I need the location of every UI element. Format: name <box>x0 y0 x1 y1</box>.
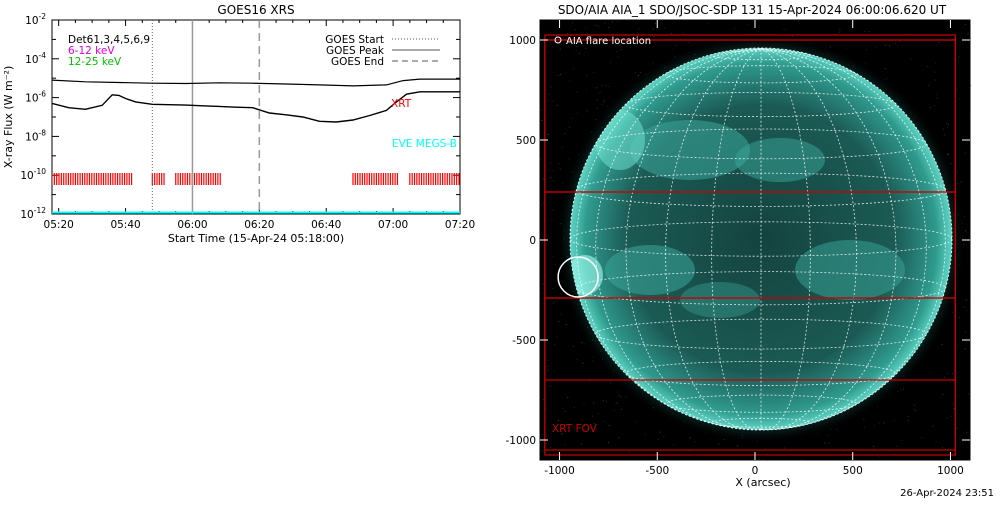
aia-legend-label: AIA flare location <box>566 36 651 47</box>
right-axis-ticks <box>540 20 970 460</box>
left-x-tick-label: 05:20 <box>44 219 74 231</box>
active-regions <box>570 110 905 318</box>
left-x-tick-label: 06:40 <box>311 219 341 231</box>
event-legend-start: GOES Start <box>325 34 384 46</box>
right-x-axis-label: X (arcsec) <box>735 476 790 489</box>
detector-legend-line2: 6-12 keV <box>68 45 115 57</box>
event-legend: GOES Start GOES Peak GOES End <box>325 34 440 68</box>
goes-short-channel-line <box>52 91 460 123</box>
right-x-tick-label: -500 <box>645 465 669 477</box>
left-chart-title: GOES16 XRS <box>217 3 294 17</box>
left-x-tick-label: 05:40 <box>110 219 140 231</box>
eve-label: EVE MEGS-B <box>392 138 457 150</box>
detector-legend: Det61,3,4,5,6,9 6-12 keV 12-25 keV <box>68 34 150 68</box>
goes-event-lines <box>151 20 261 214</box>
left-y-tick-label: 10-12 <box>20 206 46 221</box>
xrt-fov-boxes <box>544 34 957 456</box>
flare-locations <box>557 256 599 298</box>
left-x-tick-label: 06:00 <box>177 219 207 231</box>
detector-legend-line1: Det61,3,4,5,6,9 <box>68 34 150 46</box>
left-y-tick-label: 10-10 <box>20 167 46 182</box>
flare-location-circle <box>557 256 599 298</box>
legend-circle-icon <box>554 36 562 44</box>
left-y-tick-label: 10-8 <box>25 128 46 143</box>
left-y-tick-label: 10-2 <box>25 12 46 27</box>
detector-legend-line3: 12-25 keV <box>68 56 122 68</box>
right-y-tick-label: 1000 <box>509 35 536 47</box>
right-y-tick-label: 0 <box>529 235 536 247</box>
right-chart-title: SDO/AIA AIA_1 SDO/JSOC-SDP 131 15-Apr-20… <box>558 3 947 17</box>
xrt-fov-box <box>544 297 957 381</box>
right-y-tick-label: -500 <box>512 335 536 347</box>
timestamp: 26-Apr-2024 23:51 <box>900 488 994 499</box>
left-x-tick-labels: 05:20 05:40 06:00 06:20 06:40 07:00 07:20 <box>44 219 476 231</box>
left-y-tick-label: 10-4 <box>25 51 46 66</box>
right-y-tick-label: -1000 <box>505 435 536 447</box>
right-y-tick-label: 500 <box>516 135 536 147</box>
left-x-tick-label: 06:20 <box>244 219 274 231</box>
xrt-coverage-bars <box>52 173 460 185</box>
xrt-label: XRT <box>391 98 412 110</box>
left-y-tick-label: 10-6 <box>25 90 46 105</box>
left-x-tick-label: 07:00 <box>378 219 408 231</box>
right-y-tick-labels: 1000 500 0 -500 -1000 <box>505 35 536 447</box>
heliographic-grid <box>570 48 952 430</box>
xrt-fov-label: XRT FOV <box>552 423 598 435</box>
left-x-tick-label: 07:20 <box>445 219 475 231</box>
left-x-axis-label: Start Time (15-Apr-24 05:18:00) <box>168 232 344 245</box>
solar-limb <box>569 47 953 431</box>
right-x-tick-label: 500 <box>843 465 863 477</box>
left-y-axis-label: X-ray Flux (W m⁻²) <box>2 66 15 168</box>
event-legend-peak: GOES Peak <box>326 45 385 57</box>
goes-series-lines <box>52 78 460 214</box>
right-x-tick-labels: -1000 -500 0 500 1000 <box>544 465 964 477</box>
goes-long-channel-line <box>52 78 460 87</box>
right-x-tick-label: -1000 <box>544 465 575 477</box>
right-x-tick-label: 0 <box>752 465 759 477</box>
right-x-tick-label: 1000 <box>937 465 964 477</box>
event-legend-end: GOES End <box>331 56 384 68</box>
left-y-tick-labels: 10-2 10-4 10-6 10-8 10-10 10-12 <box>20 12 46 221</box>
